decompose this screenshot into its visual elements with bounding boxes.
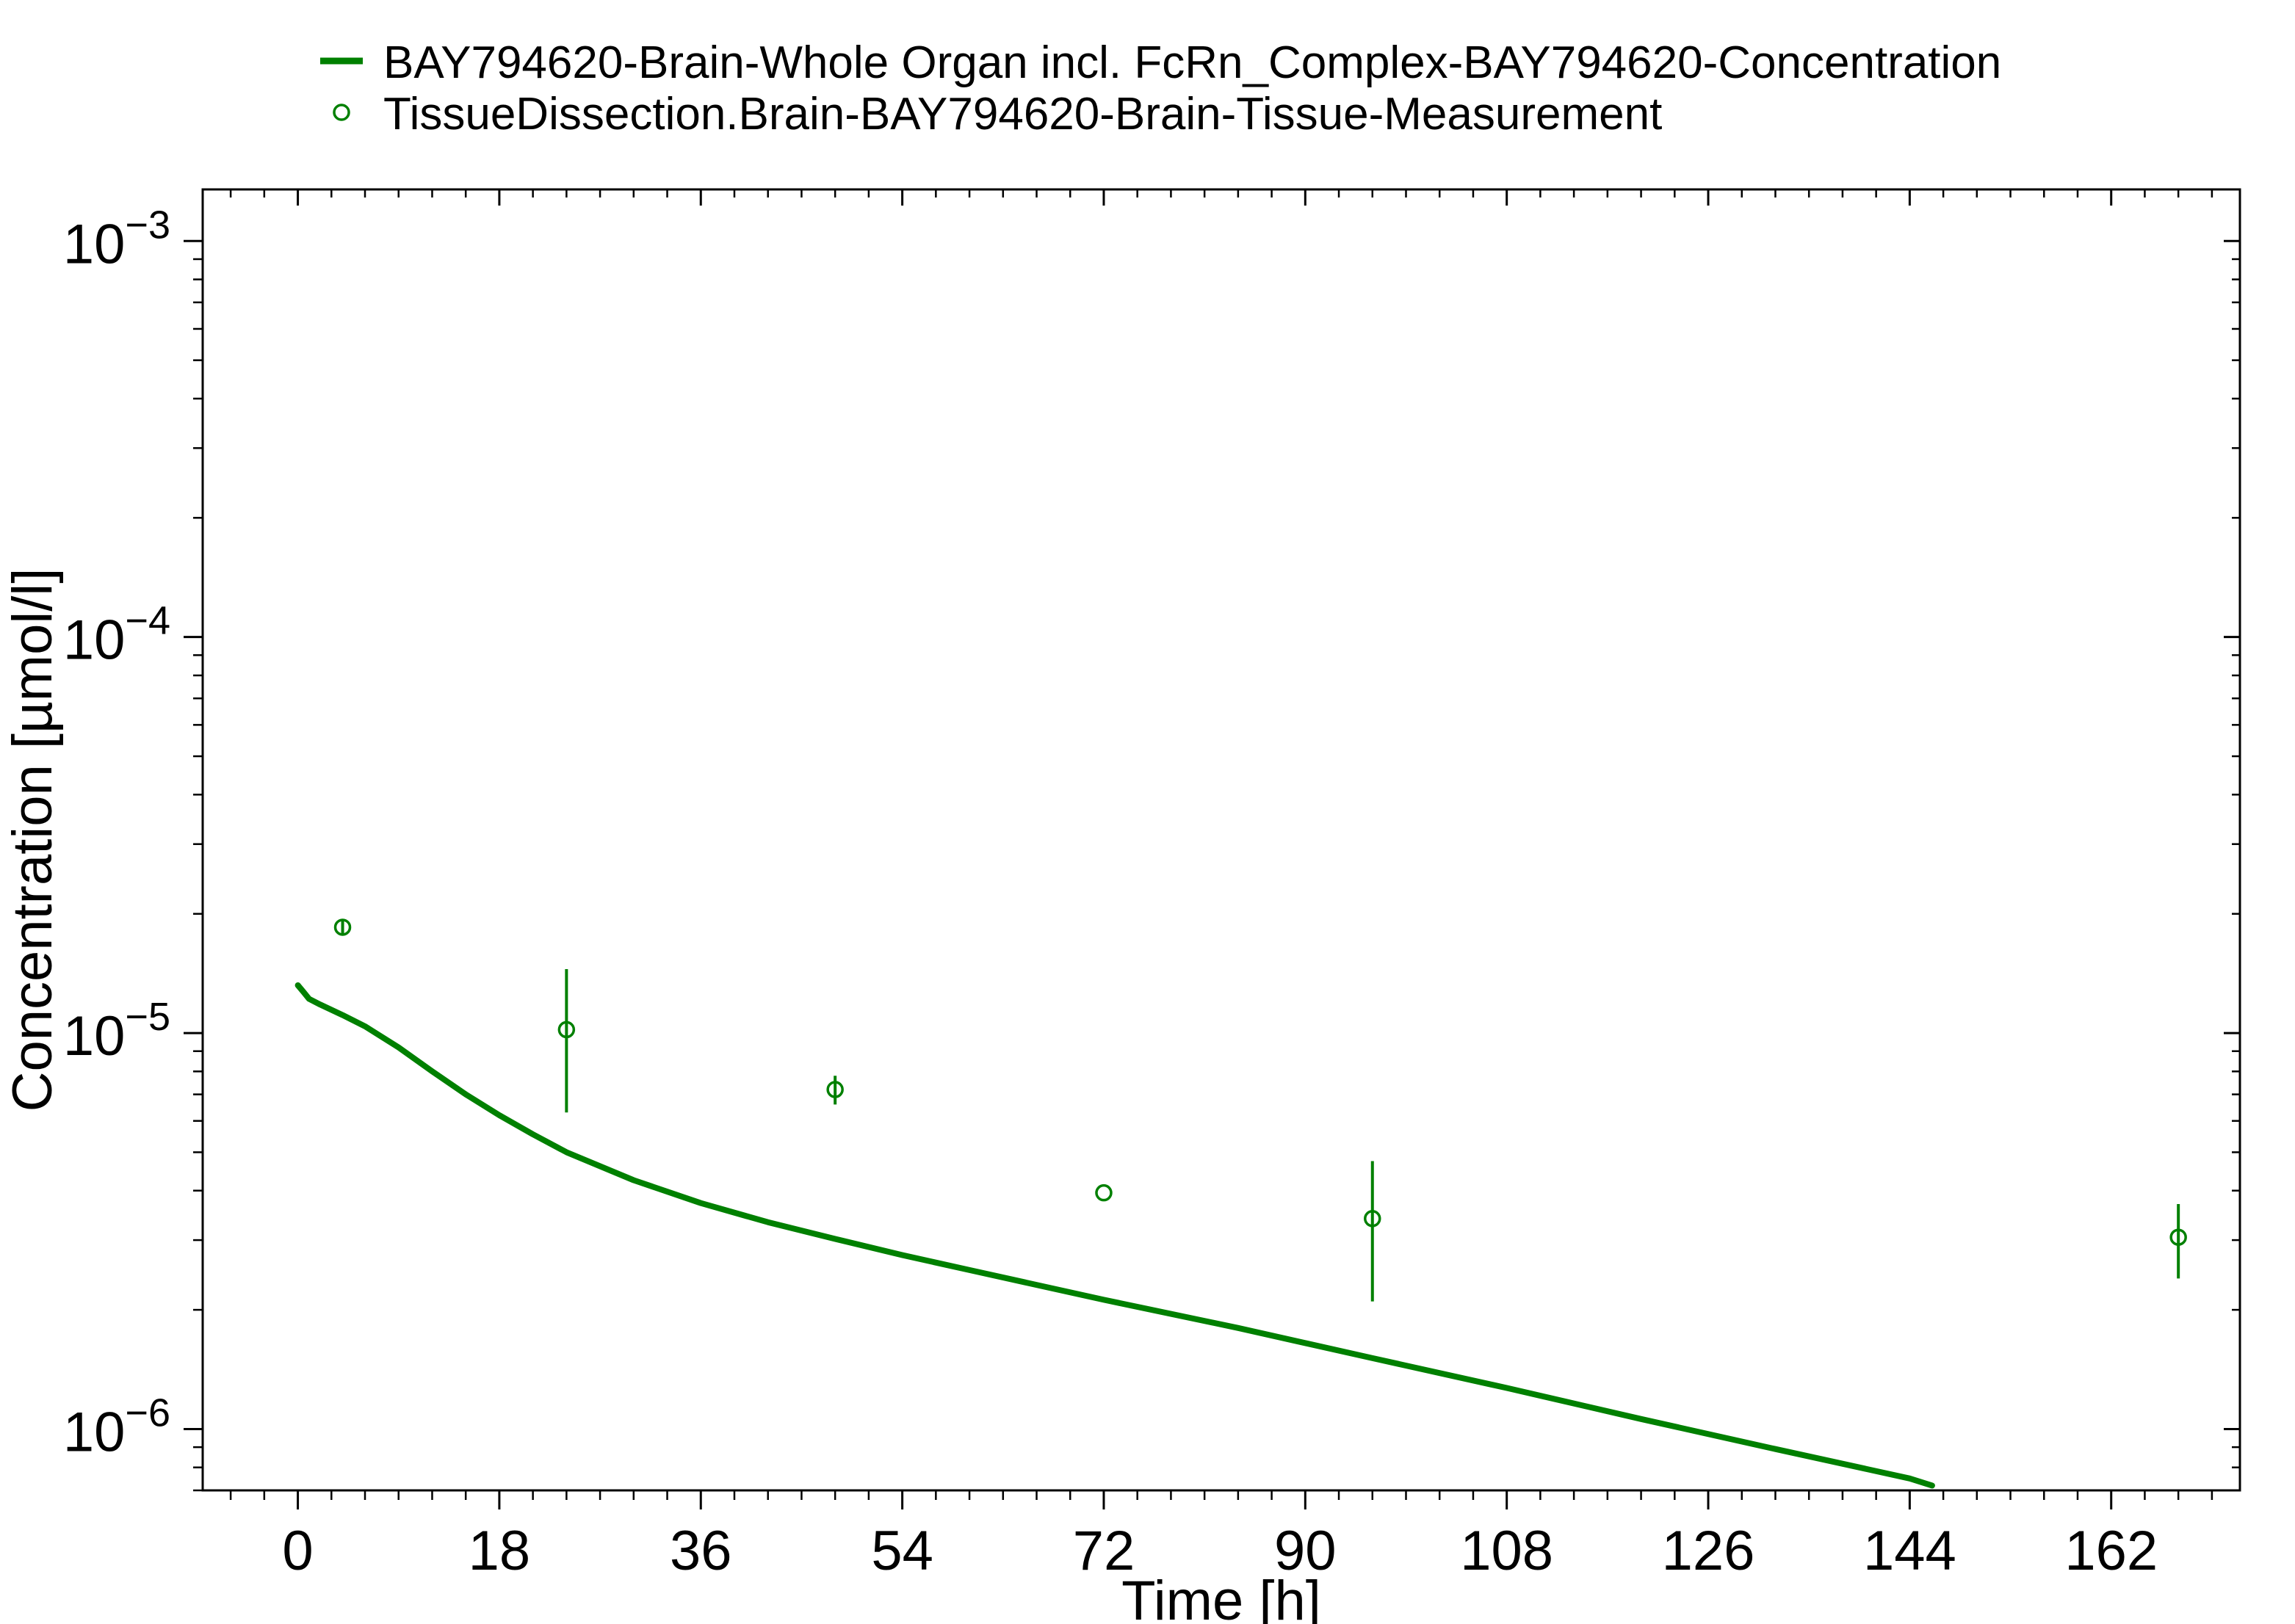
x-tick-label: 144 (1863, 1520, 1956, 1582)
plot-frame (201, 188, 2241, 1492)
measurement-point (1095, 1183, 1113, 1202)
x-axis-title: Time [h] (1121, 1570, 1321, 1624)
y-tick-label: 10−3 (63, 203, 170, 275)
x-tick-label: 162 (2064, 1520, 2158, 1582)
y-axis: 10−6 10−5 10−4 10−3 (63, 203, 2240, 1492)
measurement-point (1364, 1210, 1381, 1228)
y-tick-label: 10−5 (63, 995, 170, 1067)
x-tick-label: 54 (871, 1520, 933, 1582)
y-axis-title: Concentration [µmol/l] (1, 568, 64, 1112)
x-tick-label: 90 (1274, 1520, 1337, 1582)
y-tick-label: 10−6 (63, 1391, 170, 1463)
measurement-point (557, 1021, 576, 1039)
legend-label-measurement: TissueDissection.Brain-BAY794620-Brain-T… (383, 89, 1662, 139)
y-tick-label: 10−4 (63, 599, 170, 672)
measurement-point (826, 1081, 844, 1098)
x-tick-label: 36 (670, 1520, 732, 1582)
measurement-point (333, 918, 352, 936)
legend-circle-swatch (333, 104, 350, 121)
x-axis: 0 18 36 54 72 90 108 126 144 162 (229, 189, 2213, 1582)
x-tick-label: 126 (1662, 1520, 1755, 1582)
x-tick-label: 18 (469, 1520, 531, 1582)
legend: BAY794620-Brain-Whole Organ incl. FcRn_C… (320, 37, 2001, 139)
x-tick-label: 72 (1073, 1520, 1135, 1582)
x-tick-label: 108 (1460, 1520, 1553, 1582)
simulation-line (294, 982, 1935, 1489)
measurement-point (2169, 1228, 2187, 1246)
legend-label-simulation: BAY794620-Brain-Whole Organ incl. FcRn_C… (383, 37, 2001, 88)
x-tick-label: 0 (282, 1520, 313, 1582)
series-layer (294, 918, 2187, 1489)
